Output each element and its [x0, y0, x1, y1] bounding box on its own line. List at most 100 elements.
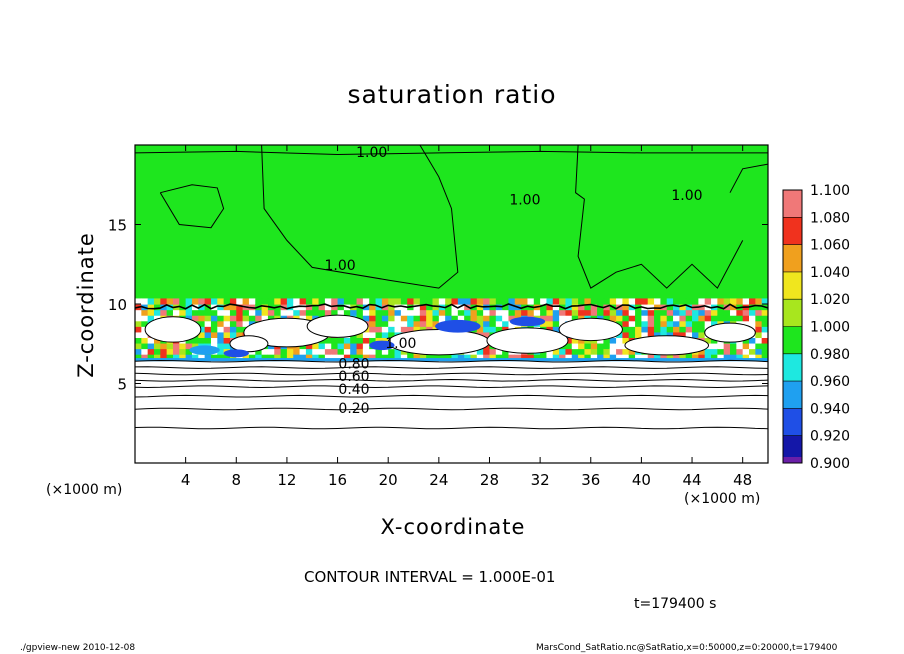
cloud-cell [407, 298, 415, 305]
cloud-cell [673, 354, 680, 361]
cloud-cell [356, 298, 364, 305]
cloud-base-band [135, 358, 768, 362]
cloud-cell [559, 309, 567, 316]
cloud-cell [135, 331, 142, 338]
cloud-cell [527, 298, 535, 305]
cloud-cell [191, 337, 199, 344]
cloud-cell [660, 298, 668, 305]
contour-label: 0.40 [338, 382, 369, 398]
cloud-cell [432, 354, 440, 361]
cloud-cell [413, 354, 421, 361]
contour-line [135, 359, 768, 363]
cloud-cell [394, 348, 402, 355]
cloud-cell [267, 315, 275, 322]
contour-line [135, 426, 768, 430]
colorbar-swatch [783, 353, 802, 382]
cloud-cell [331, 342, 339, 350]
cloud-cell [666, 304, 674, 311]
cloud-cell [666, 315, 674, 322]
cloud-cell [527, 354, 535, 361]
cloud-cell [635, 354, 642, 361]
cloud-cell [717, 354, 725, 361]
cloud-cell [603, 298, 611, 305]
cloud-cell [565, 298, 573, 305]
cloud-cell [584, 309, 592, 316]
colorbar-swatch [783, 408, 802, 436]
cloud-cell [350, 309, 358, 316]
cloud-cell [236, 315, 244, 322]
cloud-cell [647, 354, 655, 361]
cloud-cell [451, 315, 459, 322]
cloud-cell [514, 309, 522, 316]
cloud-cell [350, 337, 358, 344]
cloud-cell [324, 342, 332, 350]
cloud-cell [654, 315, 661, 322]
contour-label: 1.00 [671, 188, 702, 204]
cloud-cell [305, 298, 313, 305]
cloud-cell [305, 342, 313, 350]
cloud-cell [470, 315, 478, 322]
cloud-cell [407, 315, 415, 322]
cloud-cell [559, 348, 567, 355]
cloud-cell [369, 298, 377, 305]
cloud-cell [654, 320, 661, 327]
cloud-cell [609, 315, 617, 322]
cloud-cell [223, 320, 231, 327]
cold-patch [223, 349, 249, 358]
cloud-cell [400, 320, 408, 327]
cloud-cell [628, 354, 636, 361]
cloud-cell [185, 315, 193, 322]
cloud-cell [761, 331, 768, 338]
cloud-layer [135, 298, 768, 362]
cloud-cell [527, 309, 535, 316]
cloud-cell [483, 348, 491, 355]
cloud-cell [324, 304, 332, 311]
cloud-cell [305, 348, 313, 355]
cloud-cell [147, 304, 155, 311]
cloud-cell [552, 298, 560, 305]
cloud-cell [679, 354, 687, 361]
cloud-cell [153, 298, 161, 305]
cloud-cell [711, 348, 718, 355]
cloud-cell [242, 315, 250, 322]
cloud-cell [749, 342, 756, 350]
cloud-cell [318, 348, 326, 355]
cloud-cell [236, 331, 244, 338]
cold-patch [369, 340, 395, 351]
cloud-cell [185, 354, 193, 361]
colorbar-swatch [783, 271, 802, 300]
cloud-cell [508, 304, 516, 311]
cloud-cell [597, 348, 605, 355]
cloud-cell [153, 342, 161, 350]
cloud-cell [660, 315, 668, 322]
cloud-cell [508, 309, 516, 316]
cloud-cell [210, 354, 218, 361]
cloud-cell [179, 309, 187, 316]
cloud-cell [141, 348, 149, 355]
cloud-cell [730, 354, 737, 361]
cloud-cell [654, 298, 661, 305]
cloud-cell [540, 298, 548, 305]
cloud-blob [144, 316, 202, 343]
cloud-cell [622, 337, 630, 344]
cloud-cell [635, 331, 642, 338]
cloud-cell [660, 354, 668, 361]
cloud-cell [274, 309, 282, 316]
cloud-cell [464, 298, 472, 305]
cloud-cell [166, 348, 174, 355]
x-tick-label: 24 [429, 471, 448, 489]
cloud-cell [166, 298, 174, 305]
cloud-cell [698, 331, 706, 338]
cloud-cell [495, 354, 503, 361]
x-tick-label: 20 [379, 471, 398, 489]
cloud-cell [160, 342, 168, 350]
cloud-cell [641, 315, 649, 322]
cloud-cell [400, 298, 408, 305]
cloud-cell [464, 309, 472, 316]
cloud-cell [654, 354, 661, 361]
cloud-cell [337, 309, 345, 316]
cloud-cell [147, 309, 155, 316]
cloud-cell [552, 315, 560, 322]
cloud-cell [337, 348, 345, 355]
cloud-cell [217, 326, 225, 333]
